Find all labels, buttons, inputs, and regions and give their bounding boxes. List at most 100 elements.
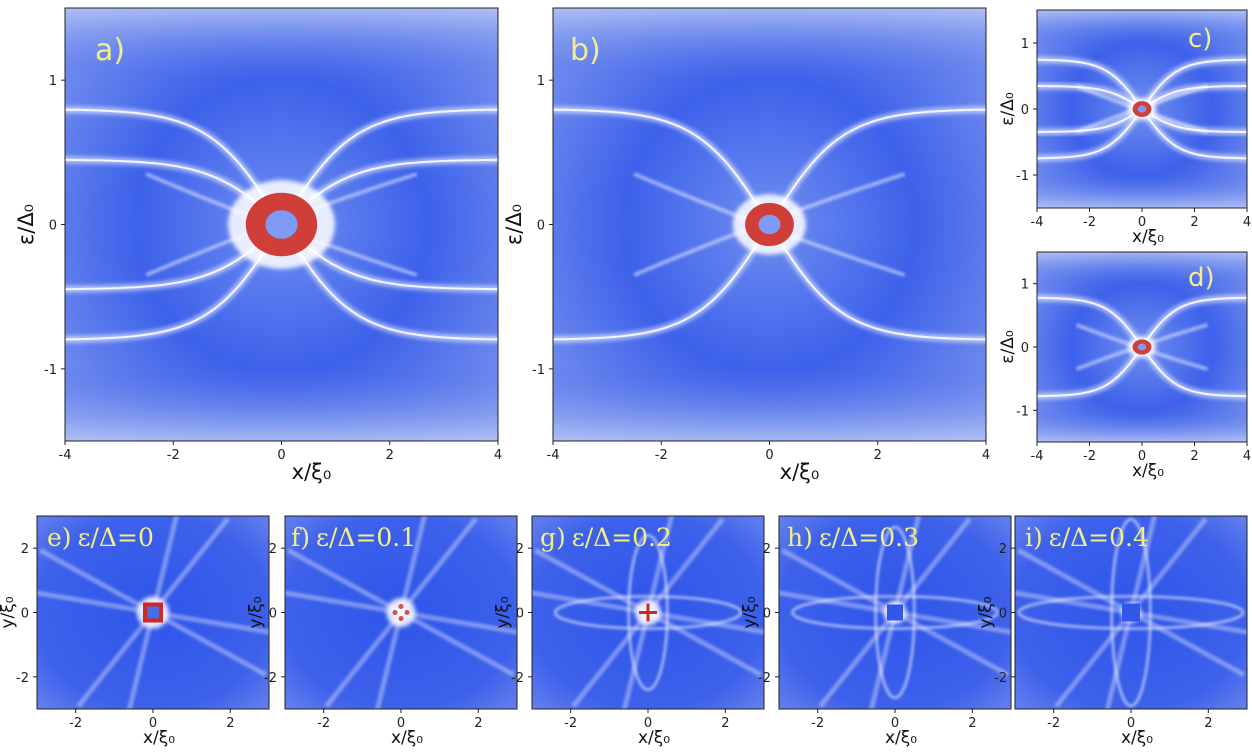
- x-axis-label: x/ξ₀: [1121, 728, 1153, 748]
- bright-band-core: [1142, 85, 1247, 109]
- y-tick-label: 1: [1021, 278, 1029, 293]
- panel-letter: e): [47, 523, 72, 552]
- x-tick-label: 0: [644, 716, 652, 731]
- bright-streak: [399, 610, 516, 677]
- panel-i: i) ε/Δ=0.4 -2 0 2 2 0 -2 x/ξ₀ y/ξ₀: [976, 515, 1248, 748]
- x-tick-label: 2: [226, 716, 234, 731]
- center-core: [887, 604, 903, 621]
- plot-area: [1037, 252, 1247, 442]
- x-tick-label: 0: [277, 448, 285, 463]
- bright-streak: [151, 610, 268, 677]
- x-axis-label: x/ξ₀: [143, 728, 175, 748]
- x-axis-label: x/ξ₀: [638, 728, 670, 748]
- y-tick-label: 0: [21, 607, 29, 622]
- x-axis-label: x/ξ₀: [780, 460, 820, 484]
- plot-area: [285, 516, 517, 709]
- y-tick-label: 2: [21, 542, 29, 557]
- x-tick-label: 0: [149, 716, 157, 731]
- x-tick-label: 0: [765, 448, 773, 463]
- plot-area: [553, 8, 986, 441]
- y-tick-label: 0: [999, 607, 1007, 622]
- bright-band-core: [1142, 58, 1247, 108]
- x-tick-label: -2: [1083, 215, 1096, 230]
- x-tick-label: -4: [1031, 215, 1044, 230]
- x-tick-label: -4: [547, 448, 560, 463]
- x-axis-label: x/ξ₀: [1132, 227, 1164, 247]
- y-tick-label: 0: [1021, 341, 1029, 356]
- bright-band-core: [65, 228, 280, 341]
- y-axis-label: ε/Δ₀: [998, 330, 1018, 364]
- panel-a: a) -4 -2 0 2 4 1 0 -1 x/ξ₀ ε/Δ₀: [14, 7, 502, 484]
- x-tick-label: -2: [811, 716, 824, 731]
- x-tick-label: -2: [655, 448, 668, 463]
- center-core: [265, 210, 298, 239]
- y-tick-label: -2: [264, 671, 277, 686]
- energy-label: ε/Δ=0.2: [572, 523, 672, 552]
- x-tick-label: 0: [1138, 449, 1146, 464]
- bright-band-core: [283, 108, 498, 221]
- center-core: [147, 606, 159, 619]
- y-tick-label: -2: [16, 671, 29, 686]
- bright-band-core: [1142, 110, 1247, 160]
- y-tick-label: 0: [537, 219, 545, 234]
- bright-band-core: [553, 228, 768, 341]
- plot-area: [37, 516, 269, 709]
- bright-band-core: [65, 108, 280, 221]
- bright-streak: [1130, 610, 1247, 635]
- panel-b: b) -4 -2 0 2 4 1 0 -1 x/ξ₀ ε/Δ₀: [502, 7, 990, 484]
- bright-ring: [1110, 517, 1152, 708]
- x-tick-label: -2: [69, 716, 82, 731]
- panel-c: c) -4 -2 0 2 4 1 0 -1 x/ξ₀ ε/Δ₀: [998, 9, 1251, 247]
- bright-streak: [1104, 611, 1134, 709]
- bright-band-core: [1142, 348, 1247, 398]
- y-axis-label: ε/Δ₀: [502, 204, 526, 245]
- x-tick-label: -2: [167, 448, 180, 463]
- bright-band-core: [1142, 109, 1247, 133]
- center-core: [1137, 343, 1147, 351]
- bright-streak: [76, 610, 155, 708]
- x-tick-label: 2: [474, 716, 482, 731]
- bright-band-core: [1037, 85, 1142, 109]
- y-tick-label: 1: [1021, 37, 1029, 52]
- center-red-dot: [404, 610, 410, 615]
- x-tick-label: 2: [721, 716, 729, 731]
- panel-label: d): [1188, 263, 1215, 293]
- y-axis-label: y/ξ₀: [246, 596, 266, 628]
- x-tick-label: -2: [1047, 716, 1060, 731]
- y-tick-label: 2: [269, 542, 277, 557]
- panel-label: h) ε/Δ=0.3: [787, 523, 919, 552]
- bright-streak: [399, 517, 478, 615]
- x-tick-label: 2: [386, 448, 394, 463]
- x-tick-label: 0: [1138, 215, 1146, 230]
- bright-band-core: [1037, 58, 1142, 108]
- x-tick-label: 2: [874, 448, 882, 463]
- bright-streak: [38, 548, 155, 615]
- x-tick-label: 0: [1127, 716, 1135, 731]
- bright-streak: [374, 611, 404, 709]
- y-axis-label: y/ξ₀: [493, 596, 513, 628]
- bright-streak: [400, 610, 517, 635]
- y-axis-label: y/ξ₀: [0, 596, 18, 628]
- energy-label: ε/Δ=0.1: [316, 523, 416, 552]
- center-glow: [386, 598, 416, 627]
- bright-ring: [874, 525, 916, 700]
- bright-band-core: [1037, 348, 1142, 398]
- panel-label: e) ε/Δ=0: [47, 523, 154, 552]
- panel-label: a): [95, 33, 125, 68]
- panel-letter: f): [291, 523, 310, 552]
- center-core: [1137, 105, 1147, 113]
- center-red-cross: [646, 603, 650, 622]
- center-core: [758, 214, 781, 235]
- x-tick-label: 2: [1204, 716, 1212, 731]
- panel-letter: h): [787, 523, 813, 552]
- bright-streak: [286, 548, 403, 615]
- center-core: [1122, 603, 1140, 622]
- x-axis-label: x/ξ₀: [1132, 461, 1164, 481]
- bright-streak: [285, 590, 402, 615]
- plot-area: [779, 516, 1011, 709]
- x-axis-label: x/ξ₀: [292, 460, 332, 484]
- bright-streak: [151, 517, 230, 615]
- panel-e: e) ε/Δ=0 -2 0 2 2 0 -2 x/ξ₀ y/ξ₀: [0, 515, 270, 748]
- panel-letter: g): [540, 523, 566, 552]
